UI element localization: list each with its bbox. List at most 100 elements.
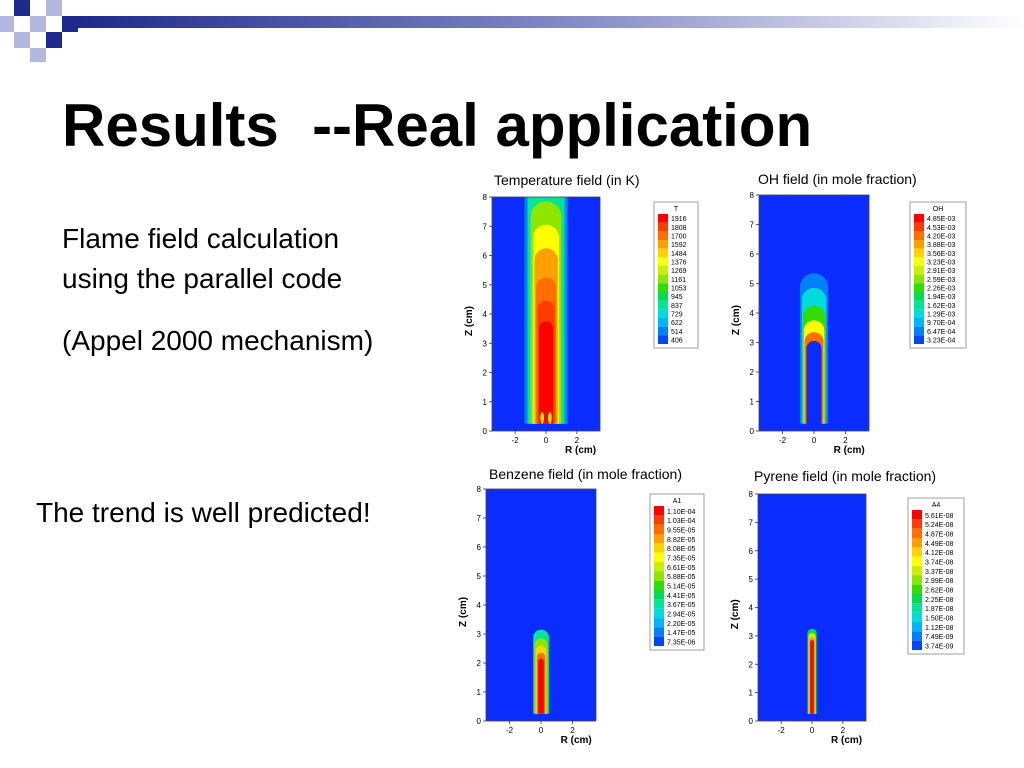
- legend-swatch: [914, 266, 924, 275]
- y-tick-label: 7: [749, 518, 754, 527]
- legend-value: 837: [671, 303, 683, 310]
- legend-value: 3.88E-03: [927, 242, 956, 249]
- legend-value: 1.50E-08: [925, 616, 954, 623]
- legend-value: 622: [671, 320, 683, 327]
- legend-swatch: [658, 318, 668, 327]
- x-tick-label: 2: [841, 726, 846, 735]
- header-decoration: [0, 0, 1024, 62]
- legend-value: 2.99E-08: [925, 578, 954, 585]
- legend-title: OH: [933, 206, 944, 213]
- y-tick-label: 4: [749, 604, 754, 613]
- x-axis-label: R (cm): [561, 735, 592, 746]
- conclusion-text: The trend is well predicted!: [36, 497, 371, 528]
- deco-square: [46, 0, 62, 16]
- legend-value: 7.49E-09: [925, 634, 954, 641]
- y-tick-label: 0: [483, 427, 488, 436]
- legend-swatch: [912, 556, 922, 566]
- y-tick-label: 4: [483, 310, 488, 319]
- deco-square: [30, 16, 46, 32]
- legend-swatch: [914, 300, 924, 310]
- legend-value: 3.37E-08: [925, 569, 954, 576]
- legend-swatch: [654, 515, 664, 525]
- x-tick-label: 0: [539, 726, 544, 735]
- y-tick-label: 0: [749, 717, 754, 726]
- field-band: [810, 640, 814, 714]
- legend-swatch: [654, 599, 664, 609]
- legend-swatch: [658, 231, 668, 240]
- legend-value: 945: [671, 294, 683, 301]
- legend-value: 3.56E-03: [927, 251, 956, 258]
- y-tick-label: 4: [750, 309, 755, 318]
- y-tick-label: 8: [477, 485, 482, 494]
- legend-value: 1.03E-04: [667, 518, 696, 525]
- y-tick-label: 4: [477, 601, 482, 610]
- legend-swatch: [914, 248, 924, 258]
- legend-swatch: [658, 266, 668, 275]
- field-band: [539, 321, 553, 424]
- deco-square: [14, 32, 30, 48]
- body-line-3: (Appel 2000 mechanism): [62, 325, 374, 356]
- legend-value: 1.87E-08: [925, 606, 954, 613]
- legend-swatch: [914, 222, 924, 232]
- legend-value: 9.70E-04: [927, 320, 956, 327]
- field-band: [548, 411, 552, 424]
- y-tick-label: 0: [750, 427, 755, 436]
- legend-title: A1: [673, 498, 682, 505]
- field-band: [806, 341, 822, 430]
- deco-square: [0, 16, 14, 32]
- legend-value: 4.85E-03: [927, 216, 956, 223]
- legend-value: 2.26E-03: [927, 286, 956, 293]
- legend-swatch: [658, 326, 668, 336]
- y-tick-label: 2: [477, 659, 482, 668]
- legend-swatch: [914, 326, 924, 336]
- legend-value: 2.94E-05: [667, 612, 696, 619]
- legend-swatch: [658, 292, 668, 301]
- legend-swatch: [654, 534, 664, 544]
- y-axis-label: Z (cm): [464, 306, 475, 336]
- legend-value: 8.82E-05: [667, 537, 696, 544]
- pyrene-panel: Pyrene field (in mole fraction) 0 1 2 3 4 5 6 7…: [722, 466, 992, 756]
- legend-value: 1.10E-04: [667, 509, 696, 516]
- legend-value: 3.23E-04: [927, 338, 956, 345]
- y-axis-label: Z (cm): [731, 305, 742, 335]
- deco-square: [14, 0, 30, 16]
- legend-value: 2.62E-08: [925, 588, 954, 595]
- legend-value: 3.67E-05: [667, 602, 696, 609]
- y-tick-label: 6: [749, 547, 754, 556]
- x-tick-label: 0: [810, 726, 815, 735]
- x-tick-label: 2: [575, 436, 580, 445]
- legend-swatch: [912, 547, 922, 557]
- legend-title: A4: [932, 502, 941, 509]
- legend-value: 1592: [671, 242, 687, 249]
- legend-value: 1.62E-03: [927, 303, 956, 310]
- benzene-panel: Benzene field (in mole fraction) 0 1 2 3 4 5 6…: [454, 464, 724, 754]
- x-tick-label: -2: [506, 726, 514, 735]
- y-tick-label: 1: [483, 398, 488, 407]
- legend-value: 406: [671, 338, 683, 345]
- x-tick-label: -2: [779, 436, 787, 445]
- legend-value: 1161: [671, 277, 686, 284]
- legend-swatch: [654, 636, 664, 646]
- legend-swatch: [912, 640, 922, 650]
- legend-value: 1.94E-03: [927, 294, 956, 301]
- deco-square: [30, 48, 46, 62]
- legend-value: 729: [671, 312, 683, 319]
- legend-value: 9.55E-05: [667, 528, 696, 535]
- y-tick-label: 3: [750, 339, 755, 348]
- header-bar: [78, 16, 1024, 28]
- slide-title: Results --Real application: [62, 92, 813, 159]
- legend-swatch: [914, 257, 924, 266]
- y-tick-label: 8: [749, 490, 754, 499]
- legend-swatch: [654, 618, 664, 628]
- legend-swatch: [658, 300, 668, 310]
- legend: OH 4.85E-03 4.53E-03 4.20E-033.88E-03 3.56E-…: [909, 201, 967, 349]
- body-line-2: using the parallel code: [62, 263, 343, 294]
- legend-value: 3.74E-09: [925, 644, 954, 651]
- legend-value: 6.47E-04: [927, 329, 956, 336]
- legend-swatch: [912, 566, 922, 576]
- y-tick-label: 8: [750, 191, 755, 200]
- legend-swatch: [912, 631, 922, 641]
- legend-swatch: [658, 214, 668, 223]
